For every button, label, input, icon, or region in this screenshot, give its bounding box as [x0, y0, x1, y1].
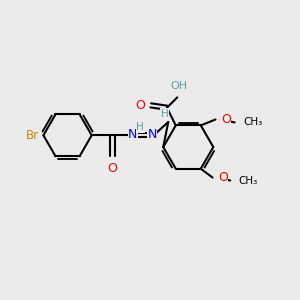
Text: CH₃: CH₃ [238, 176, 258, 185]
Text: N: N [147, 128, 157, 141]
Text: CH₃: CH₃ [243, 117, 262, 128]
Text: O: O [218, 171, 228, 184]
Text: Br: Br [26, 129, 39, 142]
Text: OH: OH [170, 81, 187, 91]
Text: H: H [136, 122, 144, 132]
Text: O: O [221, 113, 231, 126]
Text: O: O [136, 99, 146, 112]
Text: H: H [161, 109, 169, 119]
Text: O: O [107, 162, 117, 176]
Text: N: N [128, 128, 138, 141]
